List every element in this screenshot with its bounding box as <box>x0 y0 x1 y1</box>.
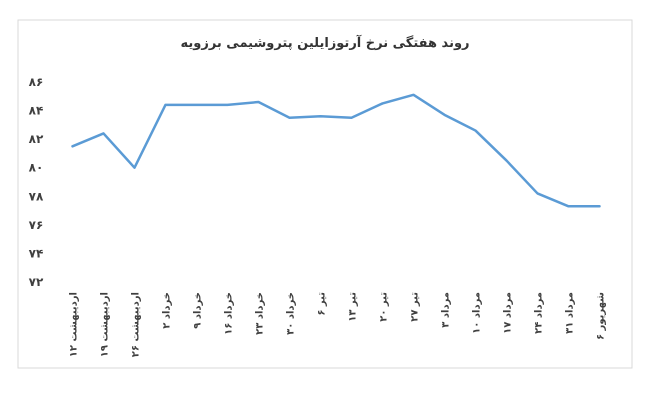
x-tick-label: ۳۰ خرداد <box>286 292 297 335</box>
x-tick-label: ۲۴ مرداد <box>534 292 545 334</box>
x-tick-label: ۲۳ خرداد <box>255 292 266 335</box>
x-tick-label: ۶ شهریور <box>596 292 607 340</box>
x-tick-label: ۱۶ خرداد <box>224 292 235 335</box>
y-tick-label: ۸۴ <box>29 104 44 118</box>
y-tick-label: ۸۲ <box>29 132 44 146</box>
y-tick-label: ۸۰ <box>29 161 44 175</box>
data-line <box>71 93 601 208</box>
x-tick-label: ۳۱ مرداد <box>565 292 576 334</box>
y-tick-label: ۷۴ <box>29 246 44 260</box>
x-tick-label: ۱۰ مرداد <box>472 292 483 334</box>
y-tick-label: ۷۲ <box>29 275 44 289</box>
chart-title: روند هفتگی نرخ آرتوزایلین پتروشیمی برزوی… <box>180 34 469 51</box>
x-tick-label: ۱۹ اردیبهشت <box>100 292 111 357</box>
x-tick-label: ۲۶ اردیبهشت <box>131 292 142 357</box>
x-tick-label: ۹ خرداد <box>193 292 204 329</box>
x-tick-label: ۶ تیر <box>317 292 328 316</box>
y-tick-label: ۸۶ <box>29 75 44 89</box>
x-tick-label: ۱۳ تیر <box>348 292 359 322</box>
x-tick-label: ۱۲ اردیبهشت <box>69 292 80 357</box>
x-tick-label: ۳ مرداد <box>441 292 452 328</box>
x-tick-label: ۱۷ مرداد <box>503 292 514 334</box>
x-tick-label: ۲۷ تیر <box>410 292 421 322</box>
chart-frame <box>17 19 633 369</box>
y-tick-label: ۷۶ <box>29 218 44 232</box>
x-tick-label: ۲ خرداد <box>162 292 173 329</box>
x-tick-label: ۲۰ تیر <box>379 292 390 322</box>
y-tick-label: ۷۸ <box>29 189 44 203</box>
